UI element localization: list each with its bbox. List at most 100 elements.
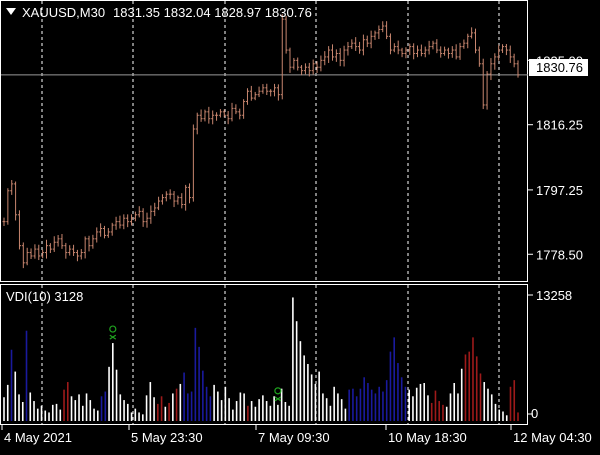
candle [195, 112, 199, 135]
time-tick-label-3: 10 May 18:30 [388, 430, 467, 445]
candle [439, 46, 443, 58]
candle [25, 247, 29, 266]
vdi-histogram [3, 297, 519, 421]
candle [184, 184, 188, 211]
indicator-frame [0, 284, 528, 425]
candle [141, 208, 145, 227]
candle [450, 46, 454, 58]
candle [91, 234, 95, 249]
candle [106, 228, 110, 238]
candle [10, 180, 14, 195]
indicator-zero-label: 0 [531, 406, 538, 421]
time-tick-label-4: 12 May 04:30 [513, 430, 592, 445]
candle [122, 214, 126, 230]
candle [315, 61, 319, 73]
candle [33, 244, 37, 259]
signal-icons [109, 325, 282, 402]
candle [292, 57, 296, 70]
candle [79, 249, 83, 260]
candle [222, 109, 226, 118]
candle [160, 194, 164, 205]
candle [2, 217, 6, 227]
candle [238, 108, 242, 120]
candle [218, 109, 222, 118]
candle [400, 47, 404, 58]
candle [245, 88, 249, 105]
indicator-header: VDI(10) 3128 [6, 289, 83, 304]
candle [257, 86, 261, 98]
candle [180, 193, 184, 209]
candle [346, 41, 350, 56]
candle [296, 57, 300, 71]
candle [87, 235, 91, 252]
candle [431, 40, 435, 50]
candle [416, 45, 420, 58]
candle [41, 249, 45, 259]
candle [52, 236, 56, 252]
candle [249, 85, 253, 101]
candle [261, 84, 265, 94]
candle [276, 84, 280, 101]
candle [334, 49, 338, 62]
candle [29, 248, 33, 260]
candle [354, 37, 358, 51]
candle [369, 30, 373, 49]
candle [489, 58, 493, 81]
candle [412, 43, 416, 60]
candle [133, 211, 137, 222]
candle [481, 58, 485, 110]
candle [307, 62, 311, 77]
candle [504, 44, 508, 56]
candle [280, 14, 284, 100]
candle [473, 28, 477, 54]
candle [102, 225, 106, 239]
candle [377, 25, 381, 40]
candle [427, 40, 431, 55]
candle [45, 239, 49, 259]
candle [273, 83, 277, 97]
time-tick-label-1: 5 May 23:30 [131, 430, 203, 445]
candle [126, 214, 130, 228]
candle [191, 124, 195, 202]
candle [130, 214, 134, 226]
candle [477, 46, 481, 67]
candle [226, 110, 230, 125]
time-tick-label-0: 4 May 2021 [4, 430, 72, 445]
candle [48, 243, 52, 253]
indicator-max-label: 13258 [536, 288, 572, 303]
candle [242, 99, 246, 119]
candle [300, 65, 304, 76]
candle [512, 53, 516, 68]
current-price-tag [529, 59, 588, 76]
symbol-menu-triangle-icon[interactable] [6, 8, 16, 15]
candle [21, 242, 25, 269]
candle [137, 206, 141, 218]
candle [435, 39, 439, 54]
candle [234, 104, 238, 115]
price-tick-label-2: 1797.25 [536, 183, 583, 198]
candle [462, 39, 466, 49]
candle [392, 43, 396, 53]
candle [211, 110, 215, 125]
candle [311, 59, 315, 75]
candle [319, 55, 323, 72]
candle [350, 39, 354, 49]
candle [17, 210, 21, 250]
candle [404, 47, 408, 59]
candle [68, 245, 72, 256]
price-candles [2, 14, 520, 269]
candle [323, 51, 327, 66]
candle [446, 47, 450, 59]
candle [516, 60, 520, 78]
candle [485, 71, 489, 110]
candle [83, 236, 87, 259]
candle [303, 63, 307, 75]
time-tick-label-2: 7 May 09:30 [258, 430, 330, 445]
candle [99, 223, 103, 237]
candle [396, 40, 400, 55]
candle [207, 106, 211, 124]
candle [6, 188, 10, 225]
